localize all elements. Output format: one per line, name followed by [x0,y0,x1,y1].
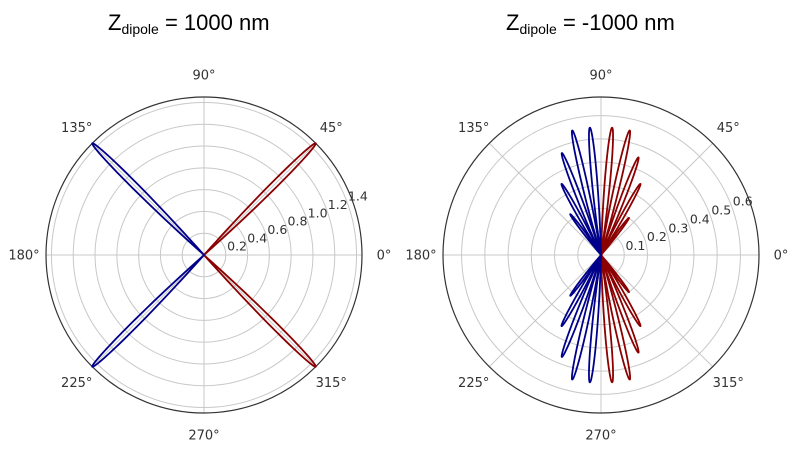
lobe-left-18 [560,254,602,328]
angular-grid-line [91,254,205,368]
lobe-right-3 [600,182,642,256]
angle-tick-label: 0° [774,249,789,264]
angular-grid-line [600,142,714,256]
angular-grid-line [203,142,317,256]
lobe-right-1 [600,129,632,256]
lobe-left-13 [560,182,602,256]
radial-tick-label: 0.6 [267,222,287,237]
angle-tick-label: 225° [61,376,92,391]
angle-tick-label: 45° [717,121,740,136]
lobe-right-1 [203,254,317,368]
angular-grid-line [600,254,714,368]
radial-tick-label: 0.4 [247,230,267,245]
angular-grid-line [203,254,317,368]
radial-tick-label: 1.0 [308,205,328,220]
lobe-left-12 [560,152,602,256]
radial-tick-label: 0.8 [288,214,308,229]
lobe-right-5 [600,254,614,384]
lobe-left-16 [570,254,602,381]
lobe-left-10 [588,126,602,256]
chart-title-left: Zdipole = 1000 nm [108,10,270,37]
radial-tick-label: 0.6 [733,194,753,209]
lobe-left-11 [570,129,602,256]
polar-frame [45,96,363,414]
lobe-right-4 [600,216,630,256]
angle-tick-label: 315° [713,376,744,391]
angle-tick-label: 225° [458,376,489,391]
angle-tick-label: 135° [61,121,92,136]
chart-title-right: Zdipole = -1000 nm [506,10,675,37]
angle-tick-label: 90° [192,69,215,84]
lobe-left-19 [569,254,602,297]
lobe-left-2 [91,142,205,256]
radial-tick-label: 1.4 [348,189,368,204]
polar-frame [442,96,760,414]
angle-tick-label: 270° [188,429,219,444]
polar-plot-left: 0° 45° 90° 135° 180° 225° 270° 315° 0.20.40.60.8… [8,69,391,444]
angle-tick-label: 180° [8,249,39,264]
lobe-left-17 [560,254,602,358]
polar-plot-right: 0° 45° 90° 135° 180° 225° 270° 315° 0.10.20.30.4… [405,69,788,444]
angular-grid-line [488,142,602,256]
radial-tick-label: 0.4 [690,211,710,226]
lobe-left-3 [91,254,205,368]
angle-tick-label: 90° [589,69,612,84]
lobe-left-14 [569,213,602,256]
angle-tick-label: 270° [585,429,616,444]
radial-tick-label: 0.2 [227,239,247,254]
radial-tick-label: 0.1 [625,238,645,253]
lobe-right-2 [600,156,640,256]
lobe-right-0 [203,142,317,256]
radial-tick-label: 0.2 [647,229,667,244]
angle-tick-label: 180° [405,249,436,264]
lobe-right-8 [600,254,642,328]
angle-tick-label: 45° [320,121,343,136]
angular-grid-line [91,142,205,256]
lobe-right-6 [600,254,632,381]
angular-grid-line [488,254,602,368]
angle-tick-label: 0° [377,249,392,264]
radial-tick-label: 1.2 [328,197,348,212]
lobe-right-7 [600,254,640,354]
lobe-right-9 [600,254,630,294]
lobe-right-0 [600,126,614,256]
lobe-left-15 [588,254,602,384]
radial-tick-label: 0.3 [668,220,688,235]
angle-tick-label: 315° [316,376,347,391]
radial-tick-label: 0.5 [711,203,731,218]
angle-tick-label: 135° [458,121,489,136]
